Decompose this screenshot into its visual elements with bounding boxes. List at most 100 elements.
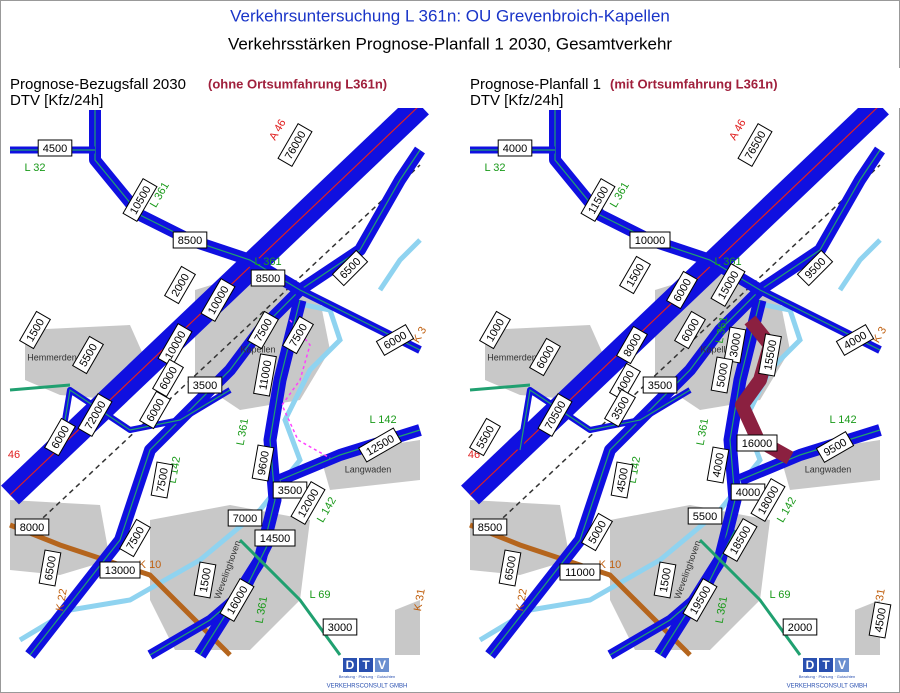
map-title: Prognose-Planfall 1 (470, 76, 601, 93)
road-name: L 69 (309, 589, 330, 601)
traffic-count: 9600 (251, 444, 275, 482)
count-label: 1500 (658, 567, 674, 593)
count-box (157, 322, 193, 368)
road-name: L 361 (714, 596, 731, 625)
count-box (163, 265, 197, 305)
count-box (468, 417, 502, 457)
logo-tagline: Beratung · Planung · Gutachten (339, 674, 395, 679)
count-box (497, 139, 533, 157)
traffic-count: 4000 (730, 483, 766, 501)
count-label: 7000 (233, 513, 257, 525)
traffic-count: 4500 (610, 461, 634, 499)
road-name: L 361 (714, 256, 741, 268)
count-label: 6500 (503, 555, 519, 581)
count-label: 9600 (256, 450, 272, 476)
river (18, 302, 343, 643)
count-box (782, 618, 818, 636)
map-panel: HemmerdenKapellenLangwadenWevelinghovenA… (1, 95, 430, 660)
count-box (478, 310, 512, 350)
road-name: K 10 (599, 559, 622, 571)
traffic-count: 8500 (172, 231, 208, 249)
count-label: 11000 (257, 359, 274, 390)
count-box (537, 392, 573, 438)
count-label: 3000 (728, 332, 744, 358)
river (478, 302, 803, 643)
count-box (796, 249, 834, 287)
count-box (246, 310, 280, 350)
count-box (498, 549, 522, 587)
logo-letter: V (378, 658, 386, 672)
header-mask (465, 68, 900, 108)
place-name: Kapellen (240, 344, 275, 354)
count-box (322, 618, 358, 636)
count-box (710, 356, 734, 394)
count-box (559, 563, 601, 581)
count-label: 8500 (478, 522, 502, 534)
count-box (331, 249, 369, 287)
traffic-count: 5000 (710, 356, 734, 394)
header-mask (5, 68, 445, 108)
count-box (722, 517, 758, 563)
logo-company: VERKEHRSCONSULT GMBH (787, 684, 868, 690)
count-box (687, 507, 723, 525)
traffic-count: 1500 (653, 561, 677, 599)
count-box (99, 561, 141, 579)
road-name: L 142 (829, 414, 856, 426)
road-name: L 32 (484, 162, 505, 174)
traffic-count: 8000 (14, 518, 50, 536)
count-box (472, 518, 508, 536)
place-name: Hemmerden (487, 352, 537, 362)
logo-box (375, 658, 389, 672)
count-box (710, 262, 746, 308)
count-box (608, 362, 642, 402)
count-label: 4000 (736, 487, 760, 499)
railway (29, 164, 421, 531)
count-box (815, 430, 855, 464)
traffic-count: 4000 (706, 446, 730, 484)
map-note: (mit Ortsumfahrung L361n) (610, 76, 778, 91)
count-box (254, 529, 296, 547)
count-box (227, 509, 263, 527)
count-box (737, 122, 773, 168)
count-label: 8000 (20, 522, 44, 534)
count-label: 8500 (256, 273, 280, 285)
traffic-count: 8500 (250, 269, 286, 287)
count-box (618, 255, 652, 295)
traffic-count: 11000 (559, 563, 601, 581)
logo-letter: T (362, 658, 370, 672)
traffic-count: 18500 (722, 517, 758, 563)
count-box (18, 310, 52, 350)
count-box (615, 325, 649, 365)
state-road (469, 383, 531, 392)
traffic-count: 4500 (868, 601, 892, 639)
traffic-count: 4500 (37, 139, 73, 157)
road-name: L 69 (769, 589, 790, 601)
count-box (277, 122, 313, 168)
count-label: 7500 (155, 467, 171, 493)
count-label: 3500 (278, 485, 302, 497)
map-title: Prognose-Bezugsfall 2030 (10, 76, 186, 93)
bypass-planned (281, 319, 331, 459)
count-box (758, 333, 782, 377)
count-label: 15500 (762, 339, 779, 371)
place-name: Hemmerden (27, 352, 77, 362)
road-name: L 361 (254, 256, 281, 268)
count-box (250, 269, 286, 287)
count-box (14, 518, 50, 536)
count-box (603, 388, 637, 428)
logo-tagline: Beratung · Planung · Gutachten (799, 674, 855, 679)
count-label: 13000 (105, 565, 136, 577)
traffic-count: 15500 (758, 333, 782, 377)
count-box (868, 601, 892, 639)
count-box (528, 337, 562, 377)
railway (489, 164, 881, 531)
road-name: K 22 (54, 588, 70, 612)
count-box (665, 270, 699, 310)
count-box (653, 561, 677, 599)
road-axis (489, 149, 881, 656)
road-name: 46 (8, 449, 20, 461)
count-box (682, 577, 718, 623)
traffic-count: 3500 (187, 376, 223, 394)
road-axis (59, 388, 231, 451)
count-box (122, 177, 158, 223)
